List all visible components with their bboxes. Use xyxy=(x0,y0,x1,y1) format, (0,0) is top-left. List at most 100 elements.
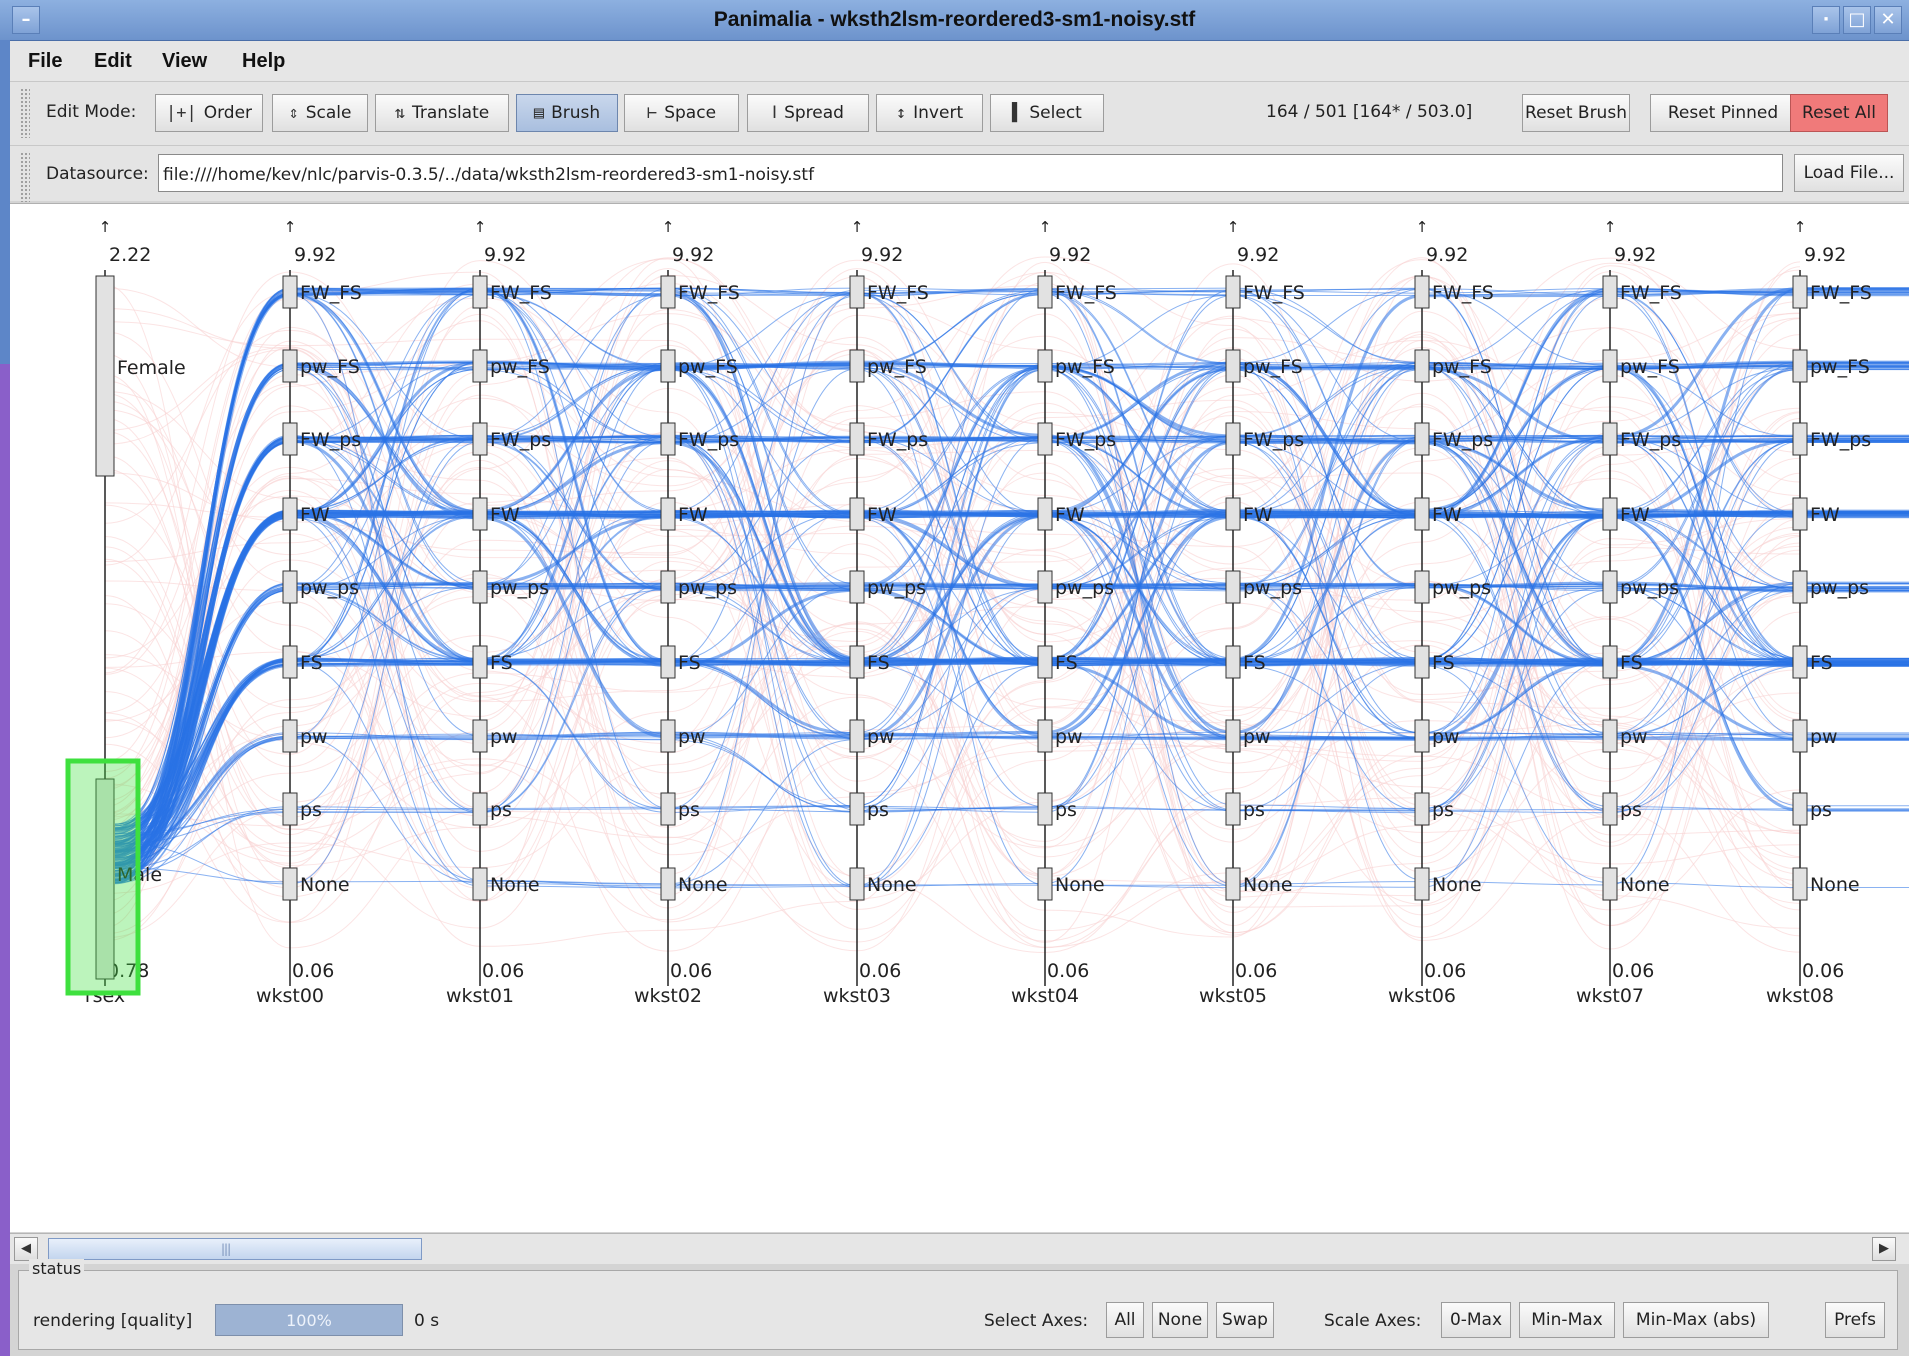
axis-wkst08[interactable]: ↑ 9.92 0.06 wkst08 FW_FS pw_FS FW_ps FW pw_ps FS p… xyxy=(1766,218,1872,1007)
category-box[interactable] xyxy=(660,349,676,383)
reset-pinned-button[interactable]: Reset Pinned xyxy=(1650,94,1796,132)
category-box[interactable] xyxy=(282,275,298,309)
category-box[interactable] xyxy=(1037,497,1053,531)
category-box[interactable] xyxy=(1792,497,1808,531)
load-file-button[interactable]: Load File... xyxy=(1794,154,1904,192)
category-box[interactable] xyxy=(1414,275,1430,309)
mode-space-button[interactable]: ⊢ Space xyxy=(624,94,739,132)
scale-min-max-button[interactable]: Min-Max xyxy=(1519,1302,1615,1338)
category-box[interactable] xyxy=(660,570,676,604)
category-box[interactable] xyxy=(1792,792,1808,826)
scrollbar-thumb[interactable]: ||| xyxy=(48,1238,422,1260)
category-box[interactable] xyxy=(1414,645,1430,679)
category-box[interactable] xyxy=(1037,275,1053,309)
category-box[interactable] xyxy=(1225,422,1241,456)
prefs-button[interactable]: Prefs xyxy=(1825,1302,1885,1338)
category-box[interactable] xyxy=(472,570,488,604)
category-box[interactable] xyxy=(1602,422,1618,456)
mode-translate-button[interactable]: ⇅ Translate xyxy=(375,94,509,132)
category-box[interactable] xyxy=(849,792,865,826)
category-box[interactable] xyxy=(849,570,865,604)
category-box[interactable] xyxy=(1225,645,1241,679)
category-box[interactable] xyxy=(1225,275,1241,309)
scale-zero-max-button[interactable]: 0-Max xyxy=(1441,1302,1511,1338)
category-box[interactable] xyxy=(1792,719,1808,753)
brush-selection[interactable] xyxy=(65,758,141,996)
category-box[interactable] xyxy=(1602,719,1618,753)
category-box[interactable] xyxy=(282,570,298,604)
category-box[interactable] xyxy=(660,645,676,679)
category-box[interactable] xyxy=(849,645,865,679)
category-box[interactable] xyxy=(1225,497,1241,531)
category-box[interactable] xyxy=(849,719,865,753)
category-box[interactable] xyxy=(849,349,865,383)
toolbar-grip[interactable] xyxy=(20,88,30,138)
category-box[interactable] xyxy=(1792,422,1808,456)
axis-wkst04[interactable]: ↑ 9.92 0.06 wkst04 FW_FS pw_FS FW_ps FW pw_ps FS p… xyxy=(1011,218,1117,1007)
category-box[interactable] xyxy=(472,645,488,679)
category-box[interactable] xyxy=(1225,349,1241,383)
mode-invert-button[interactable]: ↕ Invert xyxy=(876,94,983,132)
scroll-left-icon[interactable]: ◀ xyxy=(14,1237,38,1261)
category-box[interactable] xyxy=(1037,867,1053,901)
category-box[interactable] xyxy=(1602,349,1618,383)
category-box[interactable] xyxy=(1602,867,1618,901)
title-bar[interactable]: – Panimalia - wksth2lsm-reordered3-sm1-n… xyxy=(0,0,1909,41)
category-box[interactable] xyxy=(1414,497,1430,531)
scale-min-max-abs-button[interactable]: Min-Max (abs) xyxy=(1623,1302,1769,1338)
category-box[interactable] xyxy=(660,275,676,309)
category-box[interactable] xyxy=(1414,719,1430,753)
category-box[interactable] xyxy=(472,275,488,309)
mode-order-button[interactable]: |+| Order xyxy=(155,94,263,132)
axis-wkst01[interactable]: ↑ 9.92 0.06 wkst01 FW_FS pw_FS FW_ps FW pw_ps FS p… xyxy=(446,218,552,1007)
category-box[interactable] xyxy=(1414,867,1430,901)
category-box[interactable] xyxy=(660,497,676,531)
category-box[interactable] xyxy=(1225,570,1241,604)
mode-spread-button[interactable]: Ⅰ Spread xyxy=(747,94,869,132)
category-box[interactable] xyxy=(1414,570,1430,604)
category-box[interactable] xyxy=(472,867,488,901)
datasource-input[interactable]: file:////home/kev/nlc/parvis-0.3.5/../da… xyxy=(158,154,1783,192)
category-box[interactable] xyxy=(849,867,865,901)
category-box[interactable] xyxy=(1225,719,1241,753)
menu-file[interactable]: File xyxy=(28,50,63,72)
category-box[interactable] xyxy=(660,422,676,456)
category-box[interactable] xyxy=(472,497,488,531)
axis-wkst07[interactable]: ↑ 9.92 0.06 wkst07 FW_FS pw_FS FW_ps FW pw_ps FS p… xyxy=(1576,218,1682,1007)
category-box[interactable] xyxy=(1792,349,1808,383)
category-box[interactable] xyxy=(1225,792,1241,826)
category-box[interactable] xyxy=(660,792,676,826)
minimize-icon[interactable]: · xyxy=(1812,6,1840,34)
category-box[interactable] xyxy=(472,792,488,826)
category-box[interactable] xyxy=(1037,792,1053,826)
datasource-grip[interactable] xyxy=(20,152,30,202)
scroll-right-icon[interactable]: ▶ xyxy=(1872,1237,1896,1261)
category-box[interactable] xyxy=(282,497,298,531)
category-box[interactable] xyxy=(282,867,298,901)
category-box[interactable] xyxy=(660,867,676,901)
axis-wkst00[interactable]: ↑ 9.92 0.06 wkst00 FW_FS pw_FS FW_ps FW pw_ps FS p… xyxy=(256,218,362,1007)
category-box[interactable] xyxy=(1602,570,1618,604)
category-box[interactable] xyxy=(1037,645,1053,679)
reset-all-button[interactable]: Reset All xyxy=(1790,94,1888,132)
category-bar-male[interactable] xyxy=(95,778,115,980)
category-box[interactable] xyxy=(1792,645,1808,679)
category-box[interactable] xyxy=(1037,349,1053,383)
window-menu-icon[interactable]: – xyxy=(12,6,40,34)
axis-wkst02[interactable]: ↑ 9.92 0.06 wkst02 FW_FS pw_FS FW_ps FW pw_ps FS p… xyxy=(634,218,740,1007)
category-box[interactable] xyxy=(849,497,865,531)
category-box[interactable] xyxy=(1602,275,1618,309)
category-box[interactable] xyxy=(660,719,676,753)
category-box[interactable] xyxy=(1792,867,1808,901)
category-box[interactable] xyxy=(1414,422,1430,456)
mode-scale-button[interactable]: ⇕ Scale xyxy=(272,94,368,132)
swap-axes-button[interactable]: Swap xyxy=(1216,1302,1274,1338)
category-box[interactable] xyxy=(849,275,865,309)
category-box[interactable] xyxy=(282,645,298,679)
category-box[interactable] xyxy=(849,422,865,456)
axis-wkst06[interactable]: ↑ 9.92 0.06 wkst06 FW_FS pw_FS FW_ps FW pw_ps FS p… xyxy=(1388,218,1494,1007)
category-box[interactable] xyxy=(472,719,488,753)
menu-help[interactable]: Help xyxy=(242,50,286,72)
category-box[interactable] xyxy=(282,792,298,826)
parallel-coordinates-plot[interactable]: ↑ 2.22 0.78 rsex Female Male ↑ 9.92 0.06 wkst00 FW… xyxy=(10,203,1909,1232)
